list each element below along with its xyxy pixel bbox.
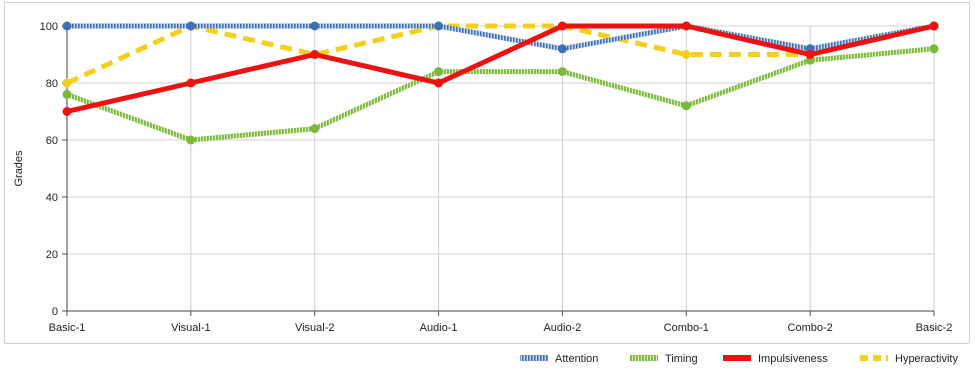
x-tick-label: Visual-1 [171,322,211,334]
x-tick-label: Visual-2 [295,322,335,334]
data-point-timing [62,89,72,99]
legend: Attention Timing Impulsiveness Hyperactivit… [520,353,958,365]
legend-item-attention: Attention [520,353,598,365]
y-tick-label: 60 [46,135,58,147]
series-line-attention [67,23,935,52]
legend-label-timing: Timing [665,353,698,365]
x-tick-label: Basic-1 [49,322,86,334]
x-tick-label: Combo-2 [788,322,833,334]
grid [66,25,935,312]
data-point-timing [557,67,567,77]
data-point-attention [310,21,320,31]
legend-label-impulsiveness: Impulsiveness [758,353,828,365]
series-line-impulsiveness [66,23,935,114]
x-tick-label: Combo-1 [664,322,709,334]
y-tick-label: 80 [46,78,58,90]
data-point-impulsiveness [186,78,196,88]
data-point-impulsiveness [62,107,72,116]
data-point-impulsiveness [681,21,691,31]
data-point-attention [434,21,444,31]
data-point-hyperactivity [681,50,691,59]
data-point-timing [310,124,320,134]
data-point-impulsiveness [805,50,815,59]
data-point-hyperactivity [62,78,72,88]
data-point-attention [62,21,72,31]
legend-item-impulsiveness: Impulsiveness [723,353,828,365]
data-point-impulsiveness [557,21,567,31]
x-tick-label: Audio-2 [543,322,581,334]
data-point-timing [186,135,196,145]
y-axis-title: Grades [13,150,25,187]
legend-label-hyperactivity: Hyperactivity [895,353,958,365]
series-line-hyperactivity [65,23,935,86]
x-tick-label: Audio-1 [420,322,458,334]
y-tick-label: 20 [46,249,58,261]
y-tick-label: 40 [46,192,58,204]
series-line-timing [66,46,935,143]
data-point-impulsiveness [310,50,320,59]
x-tick-label: Basic-2 [916,322,953,334]
legend-item-hyperactivity: Hyperactivity [860,353,958,365]
data-point-timing [434,67,444,77]
y-tick-label: 0 [52,306,58,318]
axes: 0 20 40 60 80 100 Basic-1 Visual-1 Visual-2 Audio… [13,21,952,334]
series-impulsiveness [62,21,939,116]
legend-label-attention: Attention [555,353,598,365]
data-point-impulsiveness [929,21,939,31]
data-point-timing [681,101,691,111]
legend-item-timing: Timing [630,353,698,365]
series-timing [62,44,939,145]
y-tick-label: 100 [40,21,58,33]
data-point-impulsiveness [434,78,444,88]
series [62,21,939,145]
data-point-attention [186,21,196,31]
data-point-attention [557,44,567,54]
data-point-timing [929,44,939,54]
